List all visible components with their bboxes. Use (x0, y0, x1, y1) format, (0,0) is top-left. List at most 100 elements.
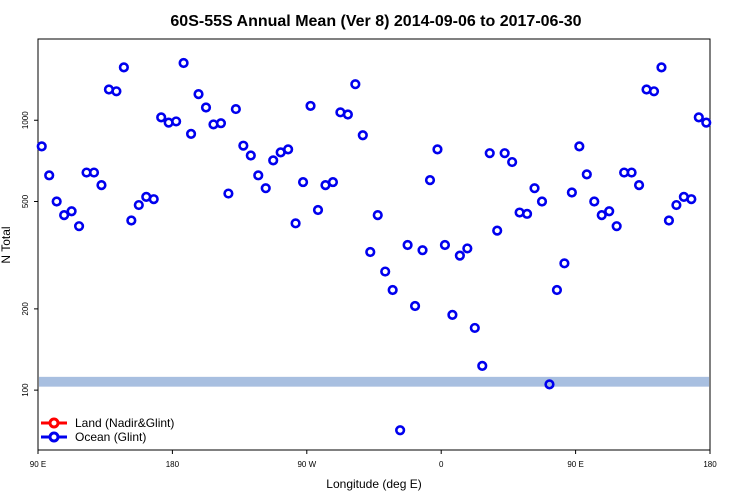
ocean-point (193, 88, 204, 100)
ocean-point (365, 246, 376, 258)
ocean-point (693, 112, 704, 123)
ocean-point (536, 196, 548, 207)
ocean-point (245, 150, 256, 161)
x-tick-label: 180 (166, 460, 180, 469)
ocean-point (507, 156, 518, 168)
ocean-point (387, 284, 398, 296)
y-axis: 100 200 500 1000 (21, 111, 38, 397)
ocean-point (305, 100, 316, 112)
ocean-point (611, 221, 622, 232)
ocean-point (118, 62, 129, 73)
ocean-point (297, 176, 309, 188)
ocean-point (111, 86, 122, 97)
ocean-point (126, 215, 137, 226)
ocean-point (581, 169, 592, 180)
ocean-point (312, 204, 324, 216)
ocean-point (484, 148, 495, 159)
ocean-point (656, 62, 667, 73)
ocean-point (200, 102, 212, 113)
ocean-point (36, 141, 47, 152)
ocean-point (477, 360, 488, 371)
ocean-point (51, 196, 62, 207)
y-axis-label: N Total (0, 226, 13, 263)
ocean-point (447, 309, 458, 320)
ocean-point (380, 266, 391, 277)
ocean-point (327, 176, 339, 188)
ocean-point (230, 103, 241, 115)
x-tick-label: 180 (703, 460, 717, 469)
y-tick-label: 500 (21, 194, 30, 208)
legend: Land (Nadir&Glint) Ocean (Glint) (41, 416, 174, 444)
ocean-point (663, 215, 675, 226)
land-band (39, 376, 709, 387)
ocean-point (589, 196, 600, 207)
ocean-point (148, 194, 159, 205)
plot-frame (37, 38, 711, 451)
chart-title: 60S-55S Annual Mean (Ver 8) 2014-09-06 t… (170, 13, 581, 30)
ocean-point (499, 148, 510, 159)
ocean-point (469, 322, 480, 334)
x-tick-label: 90 E (567, 460, 583, 469)
ocean-point (551, 284, 563, 296)
ocean-point (156, 112, 167, 123)
ocean-point (686, 194, 697, 205)
ocean-point (417, 245, 428, 256)
ocean-point (409, 300, 421, 312)
ocean-point (238, 140, 249, 151)
legend-label-ocean: Ocean (Glint) (75, 430, 146, 444)
ocean-point (626, 167, 637, 178)
legend-label-land: Land (Nadir&Glint) (75, 416, 174, 430)
ocean-point (402, 239, 413, 251)
y-tick-label: 1000 (21, 111, 30, 129)
x-tick-label: 90 W (297, 460, 316, 469)
ocean-point (529, 183, 540, 194)
ocean-point (215, 118, 227, 129)
ocean-point (395, 425, 406, 436)
ocean-point (633, 180, 645, 191)
y-tick-label: 100 (21, 383, 30, 397)
legend-marker-ocean (48, 431, 60, 443)
x-axis-label: Longitude (deg E) (326, 477, 421, 491)
ocean-point (492, 225, 503, 236)
ocean-point (424, 175, 436, 186)
ocean-point (671, 199, 682, 211)
ocean-point (290, 218, 301, 229)
ocean-point (559, 258, 570, 269)
x-tick-label: 90 E (30, 460, 46, 469)
x-axis: 90 E 180 90 W 0 90 E 180 (30, 450, 717, 469)
ocean-point (59, 210, 70, 221)
ocean-point (454, 250, 465, 261)
ocean-point (253, 170, 264, 181)
ocean-point (178, 57, 189, 69)
ocean-point (283, 144, 294, 155)
ocean-point (73, 221, 85, 232)
ocean-point (648, 86, 660, 97)
ocean-point (133, 199, 144, 211)
ocean-point (66, 206, 77, 217)
ocean-point (88, 167, 100, 178)
ocean-point (185, 128, 197, 140)
ocean-point (701, 117, 712, 128)
x-tick-label: 0 (439, 460, 444, 469)
ocean-point (604, 206, 615, 217)
data-points (36, 57, 712, 436)
ocean-point (342, 109, 353, 120)
ocean-point (462, 243, 473, 254)
land-band-layer (39, 376, 709, 387)
ocean-point (372, 210, 383, 221)
ocean-point (596, 210, 607, 221)
ocean-point (574, 141, 585, 152)
ocean-point (260, 183, 271, 194)
ocean-point (350, 79, 361, 90)
ocean-point (566, 187, 577, 198)
ocean-point (521, 208, 533, 219)
ocean-point (432, 144, 443, 155)
ocean-point (223, 188, 234, 199)
ocean-point (439, 239, 451, 251)
ocean-point (171, 116, 182, 127)
ocean-point (357, 130, 368, 141)
y-tick-label: 200 (21, 302, 30, 316)
ocean-point (544, 379, 555, 390)
ocean-point (268, 155, 279, 166)
